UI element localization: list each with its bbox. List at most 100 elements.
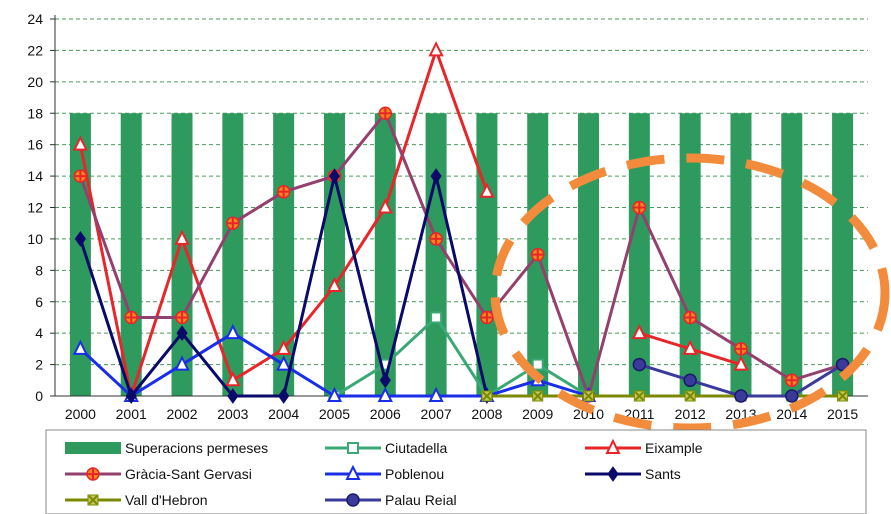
x-tick-label: 2007 [421,406,452,422]
bar-2000 [69,113,91,396]
point-poblenou-2003 [225,323,241,340]
y-tick-label: 2 [35,357,43,373]
x-tick-label: 2000 [65,406,96,422]
point-poblenou-2007 [428,386,444,402]
point-gr-cia-sant-gervasi-2008 [480,310,494,325]
point-gr-cia-sant-gervasi-2011-plus [633,201,646,214]
point-eixample-2004 [276,339,292,355]
legend-marker [605,438,621,454]
point-eixample-2007 [428,41,444,57]
bar-2012 [679,113,701,396]
point-vall-d-hebron-2011 [633,390,645,402]
point-palau-reial-2015 [835,357,850,372]
point-vall-d-hebron-2008-cross [482,391,492,401]
bar-2002 [171,113,193,396]
point-eixample-2012 [682,339,698,355]
point-sants-2005 [328,168,341,184]
bar-2005 [323,113,345,396]
y-tick-label: 10 [27,231,43,247]
legend-item-eixample: Eixample [585,438,703,456]
point-sants-2004 [278,388,290,404]
point-gr-cia-sant-gervasi-2013 [734,342,748,356]
bar-2006 [374,113,396,396]
y-tick-label: 4 [35,325,43,341]
point-gr-cia-sant-gervasi-2003-plus [226,217,239,230]
bar-2007 [425,113,447,396]
bar-2003 [222,113,244,396]
y-tick-label: 8 [35,262,43,278]
legend-marker-cross [88,495,98,505]
legend: Superacions permeses Ciutadella Eixample Gr… [45,429,867,514]
point-eixample-2011 [631,323,647,340]
legend-marker [345,464,361,480]
point-poblenou-2005 [326,386,343,402]
x-tick-label: 2009 [522,406,553,422]
bar-2008 [476,113,498,396]
point-sants-2002 [176,325,188,342]
point-gr-cia-sant-gervasi-2002-plus [176,311,189,324]
y-tick-label: 6 [35,294,43,310]
legend-item-sants: Sants [585,466,681,482]
legend-label: Vall d'Hebron [125,492,208,508]
point-gr-cia-sant-gervasi-2013-plus [734,342,747,355]
legend-marker [346,493,360,507]
line-ciutadella [333,315,590,399]
point-sants-2001 [125,388,137,404]
y-tick-label: 24 [27,11,43,27]
point-vall-d-hebron-2010-cross [583,391,594,401]
x-tick-label: 2003 [217,406,248,422]
legend-item-superacions-permeses: Superacions permeses [65,440,268,456]
point-vall-d-hebron-2012-cross [685,391,695,401]
legend-item-ciutadella: Ciutadella [325,440,447,456]
x-tick-label: 2008 [471,406,502,422]
line-series-group [72,41,850,404]
legend-marker [347,442,359,454]
legend-label: Ciutadella [385,440,447,456]
legend-marker [86,467,100,481]
legend-marker-plus [87,468,99,480]
point-vall-d-hebron-2009-cross [533,391,543,401]
point-poblenou-2002 [174,355,190,371]
legend-label: Poblenou [385,466,444,482]
bar-2010 [578,113,600,396]
legend-item-palau-reial: Palau Reial [325,492,457,508]
point-vall-d-hebron-2011-cross [634,391,645,401]
x-tick-label: 2004 [268,406,299,422]
point-eixample-2003 [225,371,241,387]
legend-item-poblenou: Poblenou [325,464,444,482]
point-gr-cia-sant-gervasi-2012 [683,310,697,325]
bar-series-superacions [69,113,854,396]
point-gr-cia-sant-gervasi-2003 [226,216,240,230]
y-tick-label: 14 [27,168,43,184]
point-eixample-2006 [377,198,393,214]
point-gr-cia-sant-gervasi-2011 [632,200,647,215]
point-vall-d-hebron-2010 [583,390,595,402]
x-tick-labels: 2000 2001 2002 2003 2004 2005 2006 2007 2008 2009… [65,406,859,422]
point-sants-2006 [379,372,391,389]
point-gr-cia-sant-gervasi-2000 [73,169,88,183]
point-gr-cia-sant-gervasi-2012-plus [684,311,697,324]
point-gr-cia-sant-gervasi-2007-plus [430,232,443,245]
point-sants-2003 [227,388,239,404]
x-tick-label: 2010 [573,406,604,422]
point-vall-d-hebron-2012 [684,390,696,402]
point-gr-cia-sant-gervasi-2001-plus [125,311,138,324]
y-tick-label: 18 [27,105,43,121]
legend-swatch [65,442,121,454]
legend-box [45,429,867,514]
bar-2014 [781,113,803,396]
point-palau-reial-2014 [785,389,799,403]
x-tick-label: 2006 [370,406,401,422]
point-gr-cia-sant-gervasi-2007 [429,232,443,246]
x-tick-label: 2014 [776,406,807,422]
y-tick-label: 0 [35,388,43,404]
point-sants-2007 [430,168,442,184]
legend-item-vall-d-hebron: Vall d'Hebron [65,492,208,508]
point-palau-reial-2013 [734,389,748,403]
legend-marker [87,494,99,506]
point-eixample-2005 [326,276,343,293]
point-palau-reial-2012 [683,373,697,388]
line-gr-cia-sant-gervasi [78,110,844,402]
legend-item-gr-cia-sant-gervasi: Gràcia-Sant Gervasi [65,466,252,482]
bar-2001 [120,113,142,396]
